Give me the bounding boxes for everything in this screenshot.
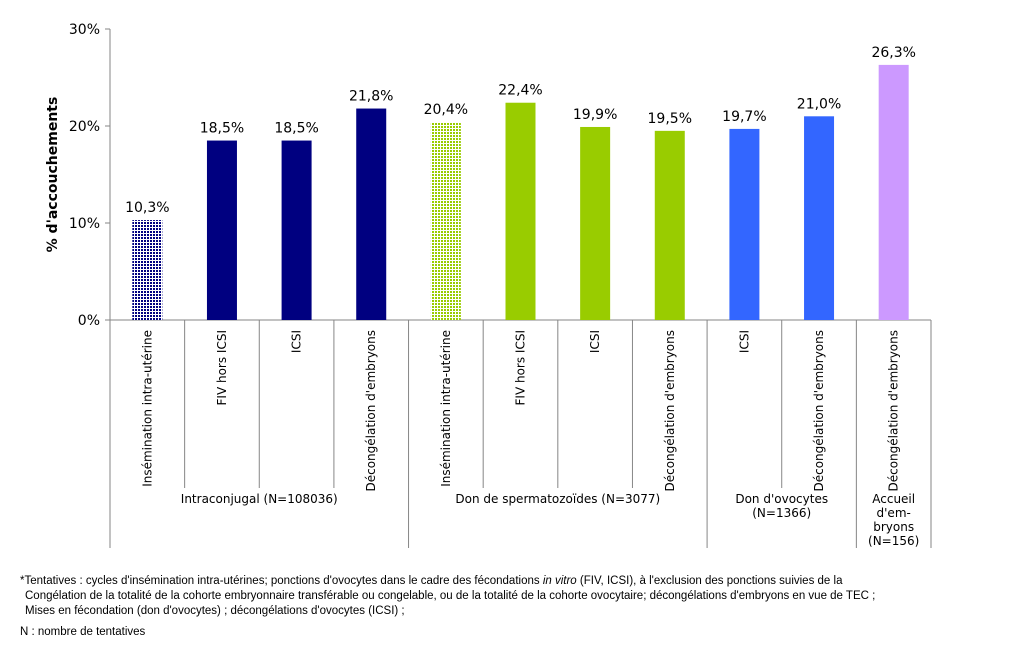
category-label: ICSI bbox=[737, 330, 751, 353]
category-label: Insémination intra-utérine bbox=[140, 330, 154, 487]
group-label-line: Don d'ovocytes bbox=[735, 492, 828, 506]
bar-chart: 0% 10% 20% 30% % d'accouchements 10,3% Insémin… bbox=[45, 22, 932, 548]
bar-value-label: 19,7% bbox=[722, 109, 766, 125]
bar-value-label: 21,0% bbox=[797, 96, 841, 112]
category-label: Décongélation d'embryons bbox=[663, 330, 677, 492]
chart-axes bbox=[105, 28, 932, 548]
bar bbox=[878, 64, 909, 320]
group-label-line: (N=1366) bbox=[752, 506, 811, 520]
group-label-line: (N=156) bbox=[868, 534, 919, 548]
group-label: Don de spermatozoïdes (N=3077) bbox=[455, 492, 660, 506]
y-tick-label: 0% bbox=[78, 313, 100, 329]
bar-value-label: 18,5% bbox=[274, 121, 318, 137]
category-label: Décongélation d'embryons bbox=[812, 330, 826, 492]
y-tick-label: 10% bbox=[69, 216, 100, 232]
category-label: ICSI bbox=[588, 330, 602, 353]
bar bbox=[804, 116, 835, 320]
group-label-line: d'em- bbox=[877, 506, 911, 520]
group-label-line: Accueil bbox=[872, 492, 915, 506]
group-label-line: bryons bbox=[873, 520, 914, 534]
bar-value-label: 10,3% bbox=[125, 200, 169, 216]
bar bbox=[281, 140, 312, 320]
bar bbox=[430, 122, 461, 321]
bar bbox=[132, 220, 163, 320]
bar-value-label: 19,5% bbox=[648, 111, 692, 127]
group-label-line: Don de spermatozoïdes (N=3077) bbox=[455, 492, 660, 506]
category-label: Décongélation d'embryons bbox=[364, 330, 378, 492]
chart-bars bbox=[132, 64, 909, 321]
category-label: Décongélation d'embryons bbox=[887, 330, 901, 492]
bar-value-label: 19,9% bbox=[573, 107, 617, 123]
footnote-legend: N : nombre de tentatives bbox=[20, 626, 146, 638]
group-label: Don d'ovocytes (N=1366) bbox=[735, 492, 828, 520]
chart-labels: 0% 10% 20% 30% % d'accouchements 10,3% Insémin… bbox=[45, 22, 919, 548]
bar bbox=[580, 126, 611, 320]
bar-value-label: 21,8% bbox=[349, 89, 393, 105]
bar-value-label: 20,4% bbox=[424, 102, 468, 118]
group-label: Accueil d'em-bryons (N=156) bbox=[868, 492, 919, 548]
category-label: ICSI bbox=[290, 330, 304, 353]
bar-value-label: 22,4% bbox=[498, 83, 542, 99]
footnote-line-1: *Tentatives : cycles d'insémination intr… bbox=[20, 575, 843, 587]
footnote-line-3: Mises en fécondation (don d'ovocytes) ; … bbox=[25, 605, 405, 617]
bar bbox=[206, 140, 237, 320]
bar bbox=[654, 130, 685, 320]
footnote: *Tentatives : cycles d'insémination intr… bbox=[20, 574, 1015, 619]
group-label: Intraconjugal (N=108036) bbox=[181, 492, 338, 506]
group-label-line: Intraconjugal (N=108036) bbox=[181, 492, 338, 506]
y-tick-label: 30% bbox=[69, 22, 100, 38]
bar bbox=[729, 128, 760, 320]
category-label: FIV hors ICSI bbox=[215, 330, 229, 406]
y-axis-title: % d'accouchements bbox=[45, 97, 61, 253]
y-tick-label: 20% bbox=[69, 119, 100, 135]
bar-value-label: 18,5% bbox=[200, 121, 244, 137]
footnote-line-2: Congélation de la totalité de la cohorte… bbox=[25, 590, 876, 602]
bar bbox=[505, 102, 536, 320]
category-label: Insémination intra-utérine bbox=[439, 330, 453, 487]
bar bbox=[356, 108, 387, 320]
bar-value-label: 26,3% bbox=[871, 45, 915, 61]
category-label: FIV hors ICSI bbox=[514, 330, 528, 406]
